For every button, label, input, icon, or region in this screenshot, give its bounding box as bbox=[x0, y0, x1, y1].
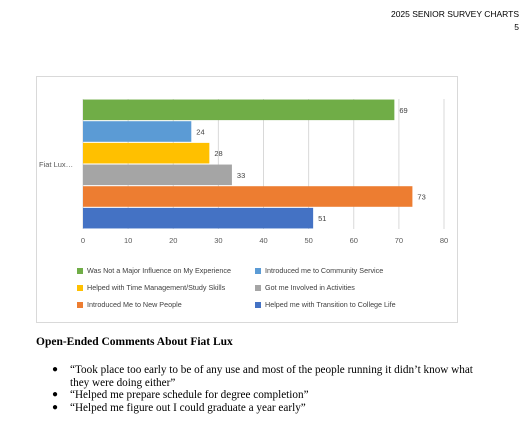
comment-item: ● “Helped me figure out I could graduate … bbox=[50, 402, 490, 415]
comments-list: ● “Took place too early to be of any use … bbox=[50, 364, 490, 414]
category-label: Fiat Lux… bbox=[39, 160, 73, 169]
header-title: 2025 SENIOR SURVEY CHARTS bbox=[390, 9, 519, 19]
x-tick-label: 60 bbox=[350, 236, 358, 245]
comment-text: “Took place too early to be of any use a… bbox=[70, 364, 473, 389]
comment-item: ● “Helped me prepare schedule for degree … bbox=[50, 389, 490, 402]
legend-item: Introduced Me to New People bbox=[77, 300, 182, 309]
x-tick-label: 20 bbox=[169, 236, 177, 245]
bullet-icon: ● bbox=[52, 364, 59, 375]
x-tick-label: 10 bbox=[124, 236, 132, 245]
legend-item: Was Not a Major Influence on My Experien… bbox=[77, 266, 231, 275]
x-tick-label: 50 bbox=[304, 236, 312, 245]
data-label: 51 bbox=[318, 214, 326, 223]
bar-chart: 0 10 20 30 40 50 60 70 80 69 24 28 33 73 51 Fiat Lux… bbox=[39, 99, 448, 245]
bullet-icon: ● bbox=[52, 401, 59, 413]
data-label: 28 bbox=[214, 149, 222, 158]
bar bbox=[83, 207, 314, 229]
legend-label: Was Not a Major Influence on My Experien… bbox=[87, 266, 231, 275]
bar bbox=[83, 121, 192, 142]
x-tick-label: 0 bbox=[81, 236, 85, 245]
section-title: Open-Ended Comments About Fiat Lux bbox=[36, 336, 233, 348]
legend-item: Got me Involved in Activities bbox=[255, 283, 355, 292]
data-label: 33 bbox=[237, 171, 245, 180]
legend-label: Got me Involved in Activities bbox=[265, 283, 355, 292]
x-tick-label: 80 bbox=[440, 236, 448, 245]
legend-item: Helped me with Transition to College Lif… bbox=[255, 300, 396, 309]
legend-item: Introduced me to Community Service bbox=[255, 266, 383, 275]
legend-label: Introduced me to Community Service bbox=[265, 266, 384, 275]
legend-label: Helped me with Transition to College Lif… bbox=[265, 300, 396, 309]
page-number: 5 bbox=[514, 22, 519, 32]
legend-swatch bbox=[77, 301, 83, 308]
comment-text: “Helped me figure out I could graduate a… bbox=[70, 401, 306, 414]
x-tick-label: 30 bbox=[214, 236, 222, 245]
data-label: 24 bbox=[196, 128, 204, 137]
page-header: 2025 SENIOR SURVEY CHARTS 5 bbox=[391, 8, 519, 34]
bar bbox=[83, 186, 413, 207]
bar bbox=[83, 99, 395, 121]
x-tick-label: 70 bbox=[395, 236, 403, 245]
bullet-icon: ● bbox=[52, 389, 59, 400]
legend-swatch bbox=[255, 267, 261, 274]
x-tick-label: 40 bbox=[259, 236, 267, 245]
legend-item: Helped with Time Management/Study Skills bbox=[77, 283, 225, 292]
bar bbox=[83, 164, 232, 186]
chart-container: 0 10 20 30 40 50 60 70 80 69 24 28 33 73 51 Fiat Lux… W… bbox=[36, 76, 458, 323]
legend-swatch bbox=[255, 284, 261, 291]
legend-swatch bbox=[77, 267, 83, 274]
bar bbox=[83, 142, 210, 164]
data-label: 73 bbox=[417, 193, 425, 202]
comment-item: ● “Took place too early to be of any use … bbox=[50, 364, 490, 389]
legend-label: Introduced Me to New People bbox=[87, 300, 182, 309]
comment-text: “Helped me prepare schedule for degree c… bbox=[70, 389, 309, 401]
data-label: 69 bbox=[399, 106, 407, 115]
legend-swatch bbox=[255, 301, 261, 308]
legend-swatch bbox=[77, 284, 83, 291]
legend-label: Helped with Time Management/Study Skills bbox=[87, 283, 226, 292]
